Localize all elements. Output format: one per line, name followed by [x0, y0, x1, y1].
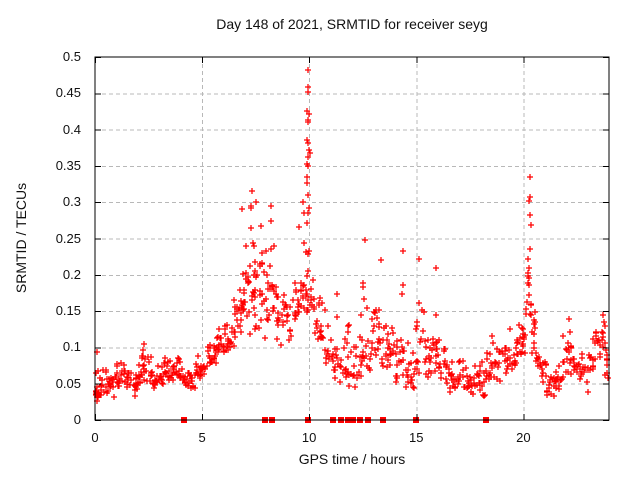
x-axis-label: GPS time / hours — [298, 451, 406, 467]
y-tick-label: 0.2 — [62, 266, 81, 282]
y-tick-label: 0.5 — [62, 49, 81, 64]
x-tick-label: 15 — [409, 430, 424, 445]
y-tick-label: 0.4 — [62, 121, 81, 137]
chart-title: Day 148 of 2021, SRMTID for receiver sey… — [216, 16, 488, 32]
x-tick-label: 0 — [91, 430, 99, 445]
x-tick-label: 10 — [301, 430, 317, 445]
y-tick-label: 0.3 — [62, 194, 81, 210]
y-tick-label: 0 — [73, 412, 81, 427]
y-tick-label: 0.45 — [55, 85, 81, 101]
y-tick-label: 0.1 — [62, 339, 81, 355]
y-tick-label: 0.15 — [55, 303, 81, 319]
x-tick-label: 5 — [198, 430, 206, 445]
y-tick-label: 0.05 — [55, 375, 81, 391]
x-tick-label: 20 — [516, 430, 531, 445]
y-tick-label: 0.25 — [55, 230, 81, 246]
y-tick-label: 0.35 — [55, 157, 81, 173]
